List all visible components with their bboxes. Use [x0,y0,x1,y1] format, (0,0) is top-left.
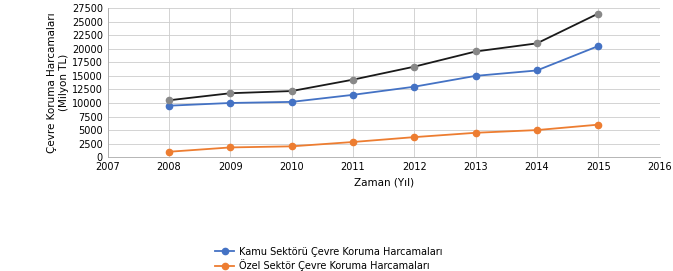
Kamu Sektörü Çevre Koruma Harcamaları [594,44,602,48]
Kamu Sektörü Çevre Koruma Harcamaları [533,69,541,72]
Özel Sektör Çevre Koruma Harcamaları [349,140,357,144]
Kamu Sektörü Çevre Koruma Harcamaları [472,74,480,78]
Y-axis label: Çevre Koruma Harcamaları
(Milyon TL): Çevre Koruma Harcamaları (Milyon TL) [47,12,69,153]
Özel Sektör Çevre Koruma Harcamaları [594,123,602,126]
Line: Özel Sektör Çevre Koruma Harcamaları: Özel Sektör Çevre Koruma Harcamaları [166,121,602,155]
Toplam Çevre Koruma Harcamaları [165,99,173,102]
Kamu Sektörü Çevre Koruma Harcamaları [349,93,357,96]
Kamu Sektörü Çevre Koruma Harcamaları [165,104,173,107]
Toplam Çevre Koruma Harcamaları [472,50,480,53]
Toplam Çevre Koruma Harcamaları [287,89,295,93]
Özel Sektör Çevre Koruma Harcamaları [165,150,173,153]
Toplam Çevre Koruma Harcamaları [226,92,234,95]
Özel Sektör Çevre Koruma Harcamaları [411,136,419,139]
Özel Sektör Çevre Koruma Harcamaları [287,145,295,148]
Toplam Çevre Koruma Harcamaları [349,78,357,81]
Line: Kamu Sektörü Çevre Koruma Harcamaları: Kamu Sektörü Çevre Koruma Harcamaları [166,43,602,109]
Kamu Sektörü Çevre Koruma Harcamaları [287,100,295,104]
Özel Sektör Çevre Koruma Harcamaları [472,131,480,134]
Toplam Çevre Koruma Harcamaları [411,65,419,68]
Line: Toplam Çevre Koruma Harcamaları: Toplam Çevre Koruma Harcamaları [166,10,602,104]
Kamu Sektörü Çevre Koruma Harcamaları [411,85,419,88]
Toplam Çevre Koruma Harcamaları [594,12,602,15]
Toplam Çevre Koruma Harcamaları [533,42,541,45]
Özel Sektör Çevre Koruma Harcamaları [533,128,541,132]
X-axis label: Zaman (Yıl): Zaman (Yıl) [353,178,414,188]
Özel Sektör Çevre Koruma Harcamaları [226,146,234,149]
Legend: Kamu Sektörü Çevre Koruma Harcamaları, Özel Sektör Çevre Koruma Harcamaları, Top: Kamu Sektörü Çevre Koruma Harcamaları, Ö… [212,244,446,271]
Kamu Sektörü Çevre Koruma Harcamaları [226,101,234,105]
